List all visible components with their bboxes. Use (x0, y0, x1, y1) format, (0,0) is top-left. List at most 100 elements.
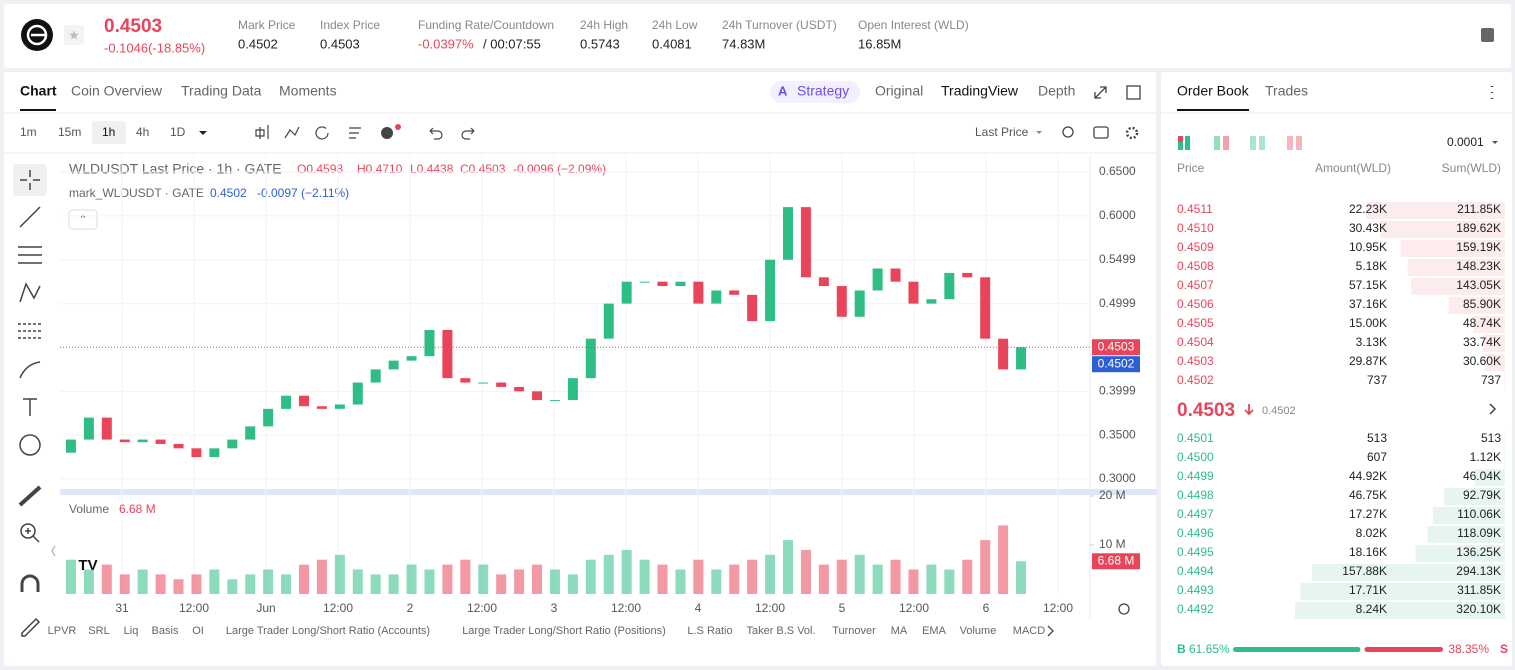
book-price[interactable]: 0.4506 (1177, 297, 1214, 311)
tool-emoji[interactable] (19, 434, 41, 456)
tool-pencil[interactable] (21, 617, 41, 637)
tool-pattern[interactable] (19, 282, 41, 303)
indicator[interactable]: MACD (1013, 625, 1045, 637)
book-price[interactable]: 0.4505 (1177, 316, 1214, 330)
book-view-asks[interactable] (1250, 136, 1265, 150)
icon-indicators[interactable] (284, 126, 300, 139)
book-price[interactable]: 0.4502 (1177, 373, 1214, 387)
book-amount: 29.87K (1349, 354, 1387, 368)
indicator[interactable]: OI (192, 625, 204, 637)
collapse-button[interactable] (68, 209, 98, 230)
book-tab[interactable]: Order Book (1177, 83, 1250, 99)
indicator[interactable]: L.S Ratio (687, 625, 732, 637)
favorite-button[interactable] (64, 25, 84, 45)
book-price[interactable]: 0.4503 (1177, 354, 1214, 368)
icon-add[interactable] (381, 127, 393, 139)
depth-bar (1473, 316, 1505, 333)
view-tab[interactable]: Depth (1038, 83, 1075, 99)
icon-camera[interactable] (1093, 126, 1109, 139)
volume-bar (155, 574, 166, 594)
tool-magnet[interactable] (20, 574, 40, 592)
book-price[interactable]: 0.4507 (1177, 278, 1214, 292)
candle-body (101, 417, 112, 440)
mid-arrow[interactable] (1489, 403, 1497, 415)
icon-window[interactable] (1126, 85, 1141, 100)
book-price[interactable]: 0.4510 (1177, 221, 1214, 235)
chart-tab[interactable]: Coin Overview (71, 83, 163, 99)
icon-undo[interactable] (429, 127, 443, 140)
book-price[interactable]: 0.4499 (1177, 469, 1214, 483)
indicator[interactable]: SRL (88, 625, 109, 637)
price-source[interactable]: Last Price (975, 125, 1029, 139)
indicator[interactable]: Large Trader Long/Short Ratio (Positions… (462, 625, 666, 637)
tool-text[interactable] (23, 398, 37, 416)
candle-body (191, 448, 202, 458)
indicator[interactable]: Taker B.S Vol. (746, 625, 815, 637)
book-price[interactable]: 0.4508 (1177, 259, 1214, 273)
icon-replay[interactable] (315, 126, 329, 140)
book-price[interactable]: 0.4492 (1177, 602, 1214, 616)
indicator[interactable]: Large Trader Long/Short Ratio (Accounts) (226, 625, 430, 637)
indicator[interactable]: Basis (152, 625, 179, 637)
book-price[interactable]: 0.4504 (1177, 335, 1214, 349)
interval[interactable]: 4h (136, 125, 149, 139)
book-price[interactable]: 0.4498 (1177, 488, 1214, 502)
indicator[interactable]: LPVR (48, 625, 77, 637)
book-price[interactable]: 0.4511 (1177, 202, 1213, 216)
book-tab[interactable]: Trades (1265, 83, 1308, 99)
icon-time-settings[interactable] (1118, 603, 1130, 615)
precision[interactable]: 0.0001 (1447, 135, 1484, 149)
interval[interactable]: 1m (20, 125, 37, 139)
ratio-sell-letter: S (1500, 642, 1508, 656)
indicator-next[interactable] (1047, 625, 1054, 637)
book-price[interactable]: 0.4495 (1177, 545, 1214, 559)
icon-add-dot (395, 124, 401, 130)
book-view-bids[interactable] (1214, 136, 1220, 150)
book-sum: 311.85K (1457, 583, 1501, 597)
book-sum: 30.60K (1463, 354, 1501, 368)
tool-ruler[interactable] (18, 485, 42, 507)
indicator[interactable]: Liq (124, 625, 139, 637)
book-price[interactable]: 0.4500 (1177, 450, 1214, 464)
view-tab[interactable]: TradingView (941, 83, 1019, 99)
book-sum: 46.04K (1463, 469, 1501, 483)
candle-body (926, 299, 937, 304)
notes-icon[interactable] (1481, 28, 1494, 42)
tool-fib[interactable] (18, 323, 42, 339)
tool-zoom[interactable] (20, 523, 36, 539)
book-price[interactable]: 0.4509 (1177, 240, 1214, 254)
legend-ohlc: H0.4710 (357, 162, 403, 176)
depth-bar (1484, 354, 1505, 371)
book-price[interactable]: 0.4497 (1177, 507, 1214, 521)
volume-title: Volume (69, 502, 109, 516)
icon-redo[interactable] (461, 127, 475, 140)
indicator[interactable]: EMA (922, 625, 947, 637)
book-view-other[interactable] (1287, 136, 1302, 150)
chart-tab[interactable]: Moments (279, 83, 337, 99)
icon-settings[interactable] (1125, 126, 1139, 140)
tool-crosshair[interactable] (20, 170, 40, 190)
interval[interactable]: 1h (102, 125, 115, 139)
view-tab[interactable]: Original (875, 83, 923, 99)
interval[interactable]: 1D (170, 125, 186, 139)
book-price[interactable]: 0.4496 (1177, 526, 1214, 540)
tool-brush[interactable] (19, 361, 41, 379)
icon-fullscreen[interactable] (1094, 86, 1107, 99)
book-price[interactable]: 0.4501 (1177, 431, 1214, 445)
tool-channel[interactable] (18, 246, 42, 264)
book-price[interactable]: 0.4494 (1177, 564, 1214, 578)
view-tab[interactable]: Strategy (797, 83, 849, 99)
chart-tab[interactable]: Trading Data (181, 83, 262, 99)
indicator[interactable]: Turnover (832, 625, 876, 637)
pane-expand[interactable] (51, 545, 56, 557)
interval[interactable]: 15m (58, 125, 81, 139)
tool-line[interactable] (19, 206, 41, 228)
indicator[interactable]: MA (891, 625, 908, 637)
chart-tab[interactable]: Chart (20, 83, 57, 99)
book-price[interactable]: 0.4493 (1177, 583, 1214, 597)
indicator[interactable]: Volume (960, 625, 997, 637)
icon-candles[interactable] (255, 125, 269, 139)
strategy-pill[interactable] (770, 81, 860, 103)
icon-search[interactable] (1062, 126, 1074, 138)
icon-templates[interactable] (349, 127, 361, 139)
